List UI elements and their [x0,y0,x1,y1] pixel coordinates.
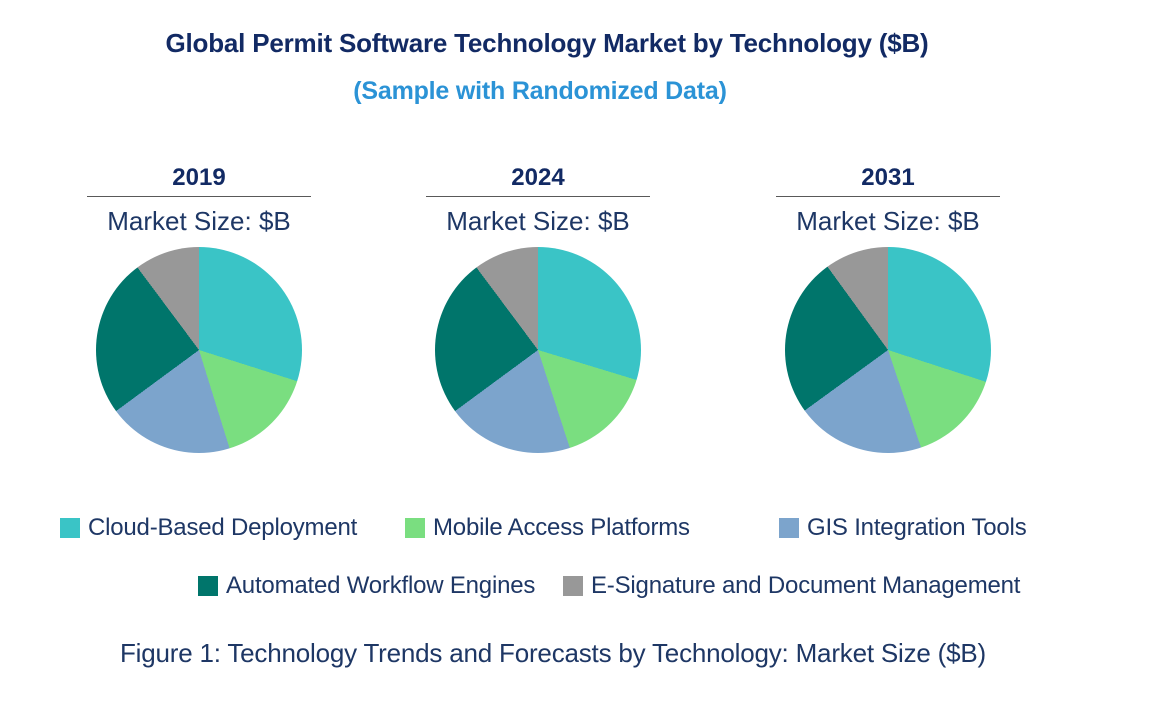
legend-label: Automated Workflow Engines [226,572,536,599]
year-underline [87,196,311,197]
legend-swatch-esignature-icon [563,576,583,596]
legend-item-esignature-document-management: E-Signature and Document Management [563,572,1020,600]
pie-chart-2031 [785,247,991,453]
legend-item-automated-workflow-engines: Automated Workflow Engines [198,572,535,600]
market-size-label: Market Size: $B [796,206,980,236]
legend-label: Mobile Access Platforms [433,514,690,541]
market-size-label: Market Size: $B [446,206,630,236]
legend-label: E-Signature and Document Management [591,572,1021,599]
year-underline [776,196,1000,197]
legend-swatch-gis-icon [779,518,799,538]
year-label-2019: 2019 [172,164,226,191]
market-size-label: Market Size: $B [107,206,291,236]
page-subtitle: (Sample with Randomized Data) [353,77,727,105]
legend-label: GIS Integration Tools [807,514,1027,541]
legend-swatch-cloud-icon [60,518,80,538]
figure-caption: Figure 1: Technology Trends and Forecast… [120,638,986,668]
legend-label: Cloud-Based Deployment [88,514,358,541]
chart-column-2024: 2024 Market Size: $B [426,164,650,453]
year-label-2031: 2031 [861,164,915,191]
legend-item-mobile-access-platforms: Mobile Access Platforms [405,514,690,542]
page-title: Global Permit Software Technology Market… [165,28,929,58]
pie-chart-2019 [96,247,302,453]
legend-swatch-mobile-icon [405,518,425,538]
legend-swatch-workflow-icon [198,576,218,596]
legend-item-cloud-based-deployment: Cloud-Based Deployment [60,514,357,542]
year-label-2024: 2024 [511,164,565,191]
chart-column-2019: 2019 Market Size: $B [87,164,311,453]
year-underline [426,196,650,197]
legend-item-gis-integration-tools: GIS Integration Tools [779,514,1027,542]
pie-chart-2024 [435,247,641,453]
chart-column-2031: 2031 Market Size: $B [776,164,1000,453]
